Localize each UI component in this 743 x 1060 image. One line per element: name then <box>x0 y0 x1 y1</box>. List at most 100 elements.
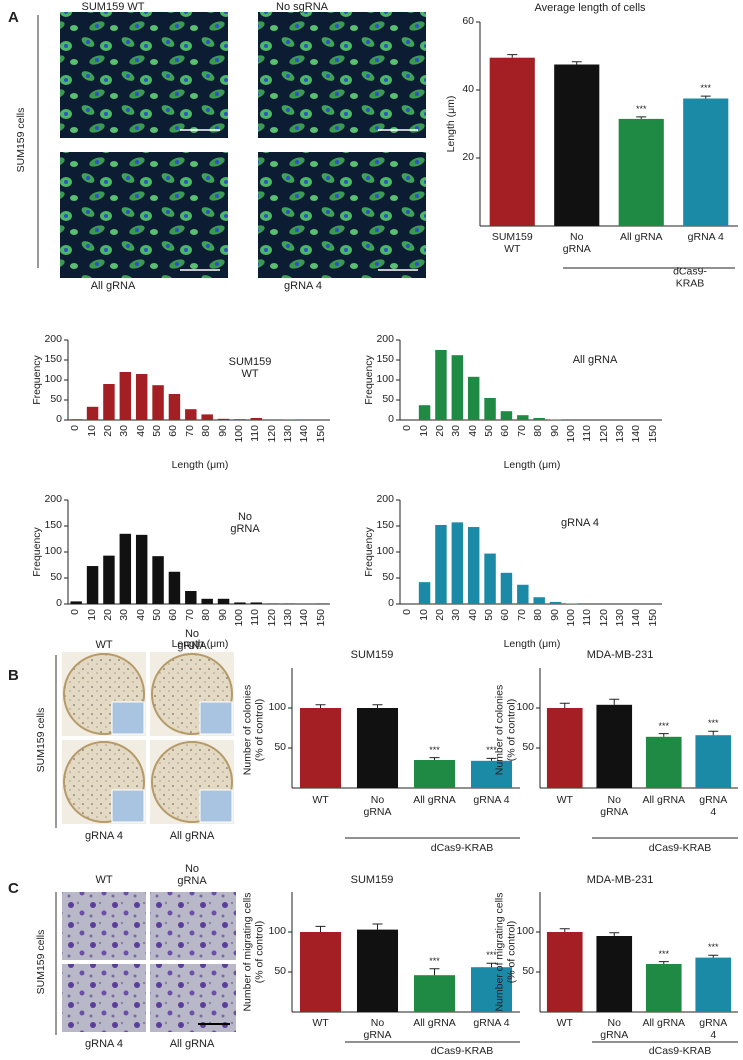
x-tick-label: 150 <box>647 609 660 627</box>
y-axis-label: Number of migrating cells (% of control) <box>241 892 265 1012</box>
x-tick-label: No gRNA <box>600 794 629 818</box>
x-tick-label: 110 <box>249 609 262 626</box>
x-tick-label: 120 <box>597 425 610 443</box>
bar <box>152 385 164 420</box>
error-bar <box>658 961 669 964</box>
bar <box>546 708 583 788</box>
image-caption: No gRNA <box>177 862 207 887</box>
error-bar <box>507 54 518 58</box>
bar <box>250 418 263 420</box>
error-bar <box>658 733 669 737</box>
image-caption: SUM159 WT <box>81 0 145 13</box>
y-tick-label: 0 <box>56 413 62 426</box>
y-tick-label: 150 <box>376 519 394 532</box>
x-tick-label: 100 <box>565 609 578 627</box>
y-axis-label: Number of colonies (% of control) <box>241 684 265 776</box>
error-bar <box>636 116 647 119</box>
micrographs-b <box>55 652 234 828</box>
error-bar <box>372 704 383 708</box>
micrographs-c <box>55 892 236 1035</box>
bar <box>596 936 633 1012</box>
bar <box>418 405 431 420</box>
bar <box>517 584 529 604</box>
micrograph <box>60 12 228 138</box>
x-tick-label: 130 <box>614 425 627 443</box>
bar <box>470 967 513 1012</box>
significance: *** <box>707 718 719 729</box>
x-tick-label: 90 <box>548 609 561 621</box>
y-tick-label: 100 <box>268 701 286 714</box>
bar <box>86 566 99 604</box>
significance: *** <box>707 942 719 953</box>
bar <box>250 602 263 604</box>
x-tick-label: 0 <box>401 609 414 615</box>
image-caption: No sgRNA <box>276 0 328 13</box>
bar <box>467 376 480 420</box>
image-caption: WT <box>95 873 113 886</box>
x-tick-label: 20 <box>102 609 115 621</box>
chart-title: SUM159 <box>350 648 394 661</box>
y-tick-label: 50 <box>50 571 62 584</box>
x-tick-label: No gRNA <box>363 1017 392 1041</box>
x-tick-label: 10 <box>417 425 430 437</box>
panel-letter: A <box>8 8 19 26</box>
y-axis-label: Number of migrating cells (% of control) <box>493 892 517 1012</box>
bar <box>533 418 545 420</box>
x-tick-label: 60 <box>167 425 180 437</box>
bar <box>418 582 431 604</box>
x-tick-label: All gRNA <box>642 794 686 806</box>
error-bar <box>559 702 570 708</box>
x-tick-label: 80 <box>532 425 545 437</box>
x-tick-label: 40 <box>466 609 479 621</box>
x-tick-label: 100 <box>233 609 246 627</box>
x-tick-label: 0 <box>69 425 82 431</box>
y-tick-label: 100 <box>376 373 394 386</box>
image-caption: WT <box>95 638 113 651</box>
error-bar <box>609 932 620 936</box>
bar <box>135 534 148 604</box>
x-tick-label: 20 <box>102 425 115 437</box>
error-bar <box>486 962 497 968</box>
y-tick-label: 100 <box>376 545 394 558</box>
y-tick-label: 100 <box>268 925 286 938</box>
x-axis-label: Length (μm) <box>171 459 229 472</box>
x-tick-label: 60 <box>499 425 512 437</box>
y-tick-label: 100 <box>44 545 62 558</box>
x-tick-label: 0 <box>401 425 414 431</box>
micrograph <box>62 892 146 960</box>
bar <box>119 533 132 604</box>
bar <box>316 603 328 604</box>
x-tick-label: 100 <box>233 425 246 443</box>
bar <box>470 760 513 788</box>
bar <box>451 355 464 420</box>
error-bar <box>700 95 711 99</box>
x-tick-label: 130 <box>614 609 627 627</box>
bar <box>435 350 447 420</box>
bar <box>185 409 197 420</box>
x-tick-label: 30 <box>450 609 463 621</box>
image-caption: gRNA 4 <box>85 1037 123 1050</box>
bar <box>135 374 148 420</box>
x-tick-label: 10 <box>417 609 430 621</box>
x-tick-label: 90 <box>216 425 229 437</box>
group-label: dCas9-KRAB <box>648 1045 712 1058</box>
y-tick-label: 200 <box>376 333 394 346</box>
y-tick-label: 20 <box>462 151 474 164</box>
x-tick-label: 70 <box>184 425 197 437</box>
x-tick-label: 30 <box>450 425 463 437</box>
chart-title: No gRNA <box>230 510 260 535</box>
bar <box>549 601 562 604</box>
x-tick-label: SUM159 WT <box>491 231 533 255</box>
error-bar <box>429 757 440 760</box>
x-tick-label: 70 <box>516 609 529 621</box>
x-axis-label: Length (μm) <box>503 459 561 472</box>
x-tick-label: 110 <box>581 609 594 626</box>
x-tick-label: WT <box>556 794 573 806</box>
bar <box>356 708 399 788</box>
micrographs-a <box>37 12 426 278</box>
group-label: dCas9-KRAB <box>673 265 707 289</box>
y-tick-label: 60 <box>462 15 474 28</box>
x-tick-label: 50 <box>151 425 164 437</box>
chart-title: Average length of cells <box>534 1 646 14</box>
